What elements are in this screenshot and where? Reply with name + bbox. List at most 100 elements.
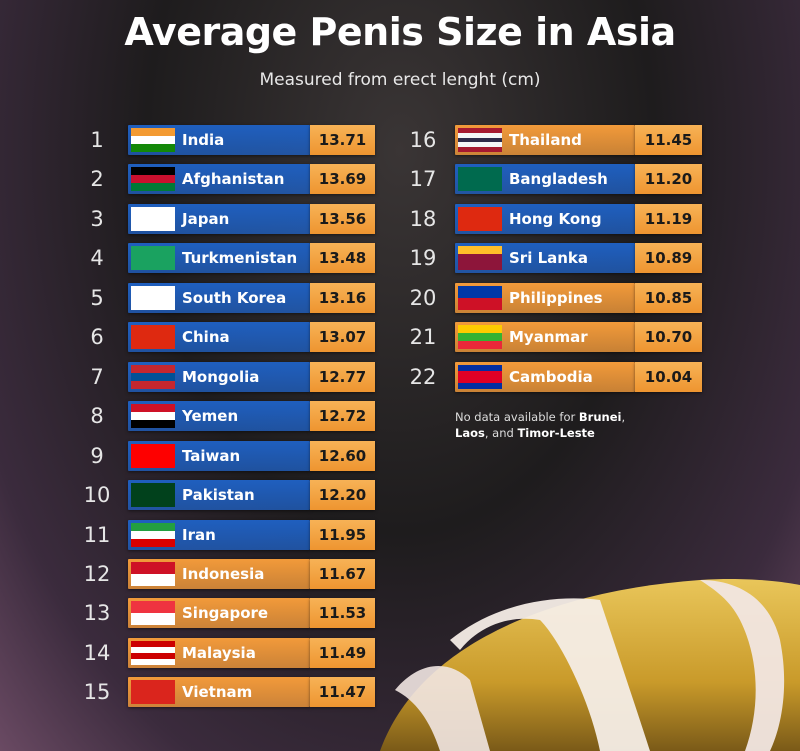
country-name: Yemen: [182, 407, 239, 426]
flag-stripe: [131, 652, 175, 659]
rank: 2: [90, 167, 104, 192]
value: 11.95: [310, 519, 375, 550]
value: 13.07: [310, 322, 375, 353]
rank: 17: [409, 167, 437, 192]
country-name: China: [182, 328, 230, 347]
value: 12.77: [310, 361, 375, 392]
flag-icon: [131, 680, 175, 705]
country-bar: Hong Kong: [455, 203, 635, 234]
flag-stripe: [131, 412, 175, 421]
country-bar: Myanmar: [455, 322, 635, 353]
country-bar: Japan: [128, 203, 310, 234]
flag-stripe: [458, 297, 502, 310]
flag-stripe: [131, 285, 175, 294]
value: 11.53: [310, 598, 375, 629]
rank: 19: [409, 246, 437, 271]
flag-stripe: [131, 538, 175, 547]
flag-icon: [131, 206, 175, 231]
flag-stripe: [458, 206, 502, 219]
note-segment: Timor-Leste: [517, 426, 595, 440]
country-name: Myanmar: [509, 328, 588, 347]
value: 11.47: [310, 677, 375, 708]
rank: 12: [83, 561, 111, 586]
flag-icon: [458, 206, 502, 231]
flag-stripe: [131, 372, 175, 381]
country-bar: Cambodia: [455, 361, 635, 392]
flag-stripe: [131, 680, 175, 693]
flag-stripe: [131, 692, 175, 705]
rank: 7: [90, 364, 104, 389]
flag-stripe: [131, 613, 175, 626]
value: 13.69: [310, 164, 375, 195]
flag-stripe: [458, 147, 502, 152]
value: 10.89: [635, 243, 702, 274]
rank: 11: [83, 522, 111, 547]
flag-stripe: [458, 285, 502, 298]
flag-icon: [131, 443, 175, 468]
flag-icon: [131, 364, 175, 389]
country-bar: Philippines: [455, 282, 635, 313]
country-bar: Thailand: [455, 125, 635, 155]
flag-stripe: [131, 658, 175, 665]
flag-stripe: [131, 136, 175, 144]
flag-stripe: [131, 293, 175, 302]
flag-icon: [131, 640, 175, 665]
country-name: Hong Kong: [509, 209, 602, 228]
flag-icon: [131, 404, 175, 429]
flag-stripe: [458, 142, 502, 148]
flag-stripe: [131, 128, 175, 136]
country-name: Sri Lanka: [509, 249, 589, 268]
country-name: Taiwan: [182, 446, 241, 465]
rank: 4: [90, 246, 104, 271]
flag-stripe: [458, 325, 502, 334]
flag-icon: [458, 364, 502, 389]
rank: 15: [83, 680, 111, 705]
country-bar: Indonesia: [128, 558, 310, 589]
flag-stripe: [131, 483, 175, 492]
rank: 6: [90, 325, 104, 350]
value: 11.19: [635, 203, 702, 234]
flag-stripe: [131, 459, 175, 468]
country-name: Philippines: [509, 288, 603, 307]
value: 10.85: [635, 282, 702, 313]
flag-icon: [131, 128, 175, 152]
country-bar: Singapore: [128, 598, 310, 629]
note-segment: , and: [484, 426, 518, 440]
note: No data available for Brunei, Laos, and …: [455, 409, 655, 441]
flag-icon: [131, 522, 175, 547]
value: 11.49: [310, 637, 375, 668]
flag-stripe: [131, 420, 175, 429]
country-bar: South Korea: [128, 282, 310, 313]
rank: 3: [90, 206, 104, 231]
flag-stripe: [458, 364, 502, 371]
country-name: Singapore: [182, 604, 269, 623]
flag-stripe: [458, 333, 502, 342]
country-bar: Pakistan: [128, 480, 310, 511]
flag-stripe: [131, 246, 175, 255]
flag-icon: [131, 285, 175, 310]
value: 10.04: [635, 361, 702, 392]
flag-icon: [131, 601, 175, 626]
note-segment: Brunei: [578, 410, 622, 424]
flag-stripe: [131, 522, 175, 531]
flag-stripe: [458, 370, 502, 377]
flag-stripe: [131, 262, 175, 271]
flag-stripe: [131, 646, 175, 653]
flag-icon: [458, 167, 502, 192]
country-name: Malaysia: [182, 643, 256, 662]
flag-stripe: [458, 132, 502, 138]
flag-stripe: [458, 218, 502, 231]
rank: 5: [90, 285, 104, 310]
flag-stripe: [131, 364, 175, 373]
value: 11.67: [310, 558, 375, 589]
flag-icon: [458, 128, 502, 152]
flag-stripe: [131, 561, 175, 574]
flag-stripe: [131, 214, 175, 223]
country-name: Bangladesh: [509, 170, 608, 189]
value: 12.20: [310, 480, 375, 511]
flag-stripe: [458, 376, 502, 383]
flag-stripe: [131, 601, 175, 614]
flag-stripe: [131, 175, 175, 184]
note-segment: ,: [621, 410, 626, 424]
note-segment: Laos: [455, 426, 485, 440]
